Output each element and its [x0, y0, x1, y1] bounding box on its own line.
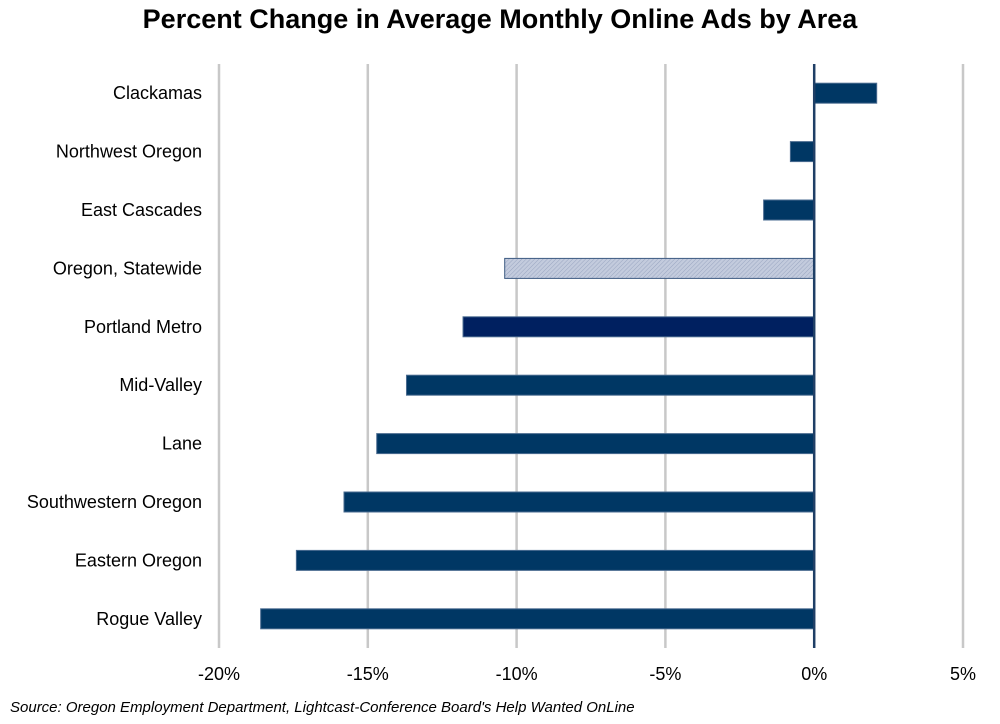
x-tick-label: -15%	[347, 664, 389, 684]
bar-oregon-statewide	[504, 257, 815, 279]
chart-title: Percent Change in Average Monthly Online…	[142, 4, 858, 34]
category-label: Oregon, Statewide	[53, 258, 202, 278]
category-label: Southwestern Oregon	[27, 492, 202, 512]
x-tick-label: 0%	[801, 664, 827, 684]
category-label: Portland Metro	[84, 317, 202, 337]
category-label: Rogue Valley	[96, 609, 202, 629]
bar-rogue-valley	[260, 608, 815, 630]
category-labels: Clackamas Northwest Oregon East Cascades Or…	[27, 83, 202, 629]
x-tick-label: 5%	[950, 664, 976, 684]
category-label: Eastern Oregon	[75, 550, 202, 570]
source-note: Source: Oregon Employment Department, Li…	[10, 699, 635, 716]
x-tick-label: -10%	[496, 664, 538, 684]
bar-portland-metro	[462, 316, 815, 338]
x-tick-label: -5%	[649, 664, 681, 684]
bar-clackamas	[813, 82, 878, 104]
bar-eastern-oregon	[295, 549, 815, 571]
bar-east-cascades	[763, 199, 815, 221]
bar-lane	[376, 433, 815, 455]
category-label: East Cascades	[81, 200, 202, 220]
category-label: Clackamas	[113, 83, 202, 103]
category-label: Mid-Valley	[119, 375, 202, 395]
category-label: Lane	[162, 434, 202, 454]
bar-northwest-oregon	[789, 141, 815, 163]
bars	[260, 82, 878, 630]
x-tick-label: -20%	[198, 664, 240, 684]
bar-mid-valley	[405, 374, 815, 396]
bar-southwestern-oregon	[343, 491, 815, 513]
category-label: Northwest Oregon	[56, 142, 202, 162]
tick-labels: -20% -15% -10% -5% 0% 5%	[198, 664, 976, 684]
